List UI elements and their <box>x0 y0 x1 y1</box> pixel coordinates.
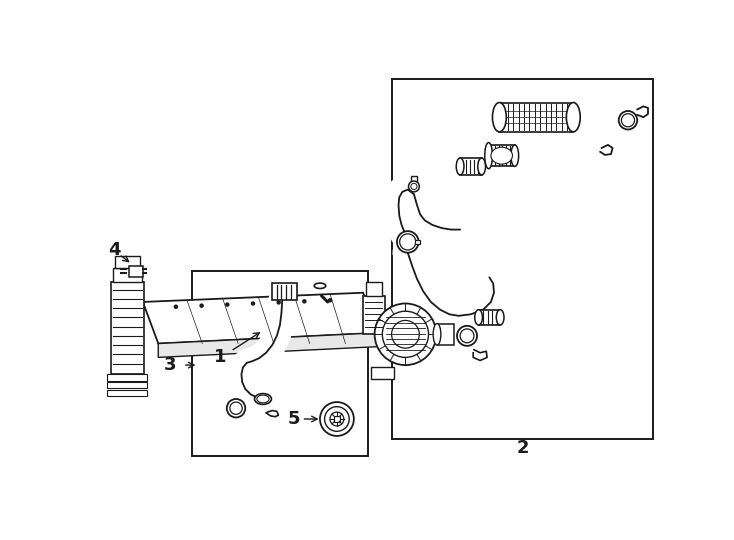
Ellipse shape <box>475 309 482 325</box>
Text: 5: 5 <box>288 410 300 428</box>
Ellipse shape <box>433 323 441 345</box>
Ellipse shape <box>622 114 634 127</box>
Text: 4: 4 <box>108 241 120 259</box>
Ellipse shape <box>257 395 269 403</box>
Ellipse shape <box>478 158 485 175</box>
Bar <box>115 256 139 268</box>
Bar <box>489 145 515 166</box>
Bar <box>107 374 148 381</box>
Bar <box>415 240 420 244</box>
Circle shape <box>200 304 203 307</box>
Circle shape <box>175 305 178 308</box>
Circle shape <box>324 407 349 431</box>
Bar <box>366 282 382 296</box>
Text: 3: 3 <box>164 356 177 374</box>
Circle shape <box>303 300 306 303</box>
Bar <box>192 271 368 456</box>
Bar <box>393 79 653 439</box>
Bar <box>499 103 573 132</box>
Bar <box>460 158 482 175</box>
Bar <box>437 323 454 345</box>
Circle shape <box>330 412 344 426</box>
Circle shape <box>409 181 419 192</box>
Ellipse shape <box>619 111 637 130</box>
Bar <box>371 367 394 379</box>
Ellipse shape <box>314 283 326 288</box>
Polygon shape <box>159 333 379 357</box>
Circle shape <box>329 299 332 302</box>
Bar <box>479 309 500 325</box>
Bar <box>113 268 142 282</box>
Ellipse shape <box>491 147 512 164</box>
Ellipse shape <box>397 231 418 253</box>
Circle shape <box>226 303 229 306</box>
Bar <box>411 176 417 186</box>
Text: 1: 1 <box>214 348 226 367</box>
Circle shape <box>252 302 255 305</box>
Bar <box>107 382 148 388</box>
Circle shape <box>277 301 280 304</box>
Bar <box>129 266 143 276</box>
Polygon shape <box>143 293 379 343</box>
Ellipse shape <box>399 234 416 250</box>
Bar <box>107 390 148 396</box>
Ellipse shape <box>496 309 504 325</box>
Circle shape <box>382 311 429 357</box>
Circle shape <box>374 303 436 365</box>
Ellipse shape <box>567 103 580 132</box>
Bar <box>334 416 340 422</box>
Ellipse shape <box>484 143 493 168</box>
Ellipse shape <box>255 394 272 404</box>
Ellipse shape <box>493 103 506 132</box>
Bar <box>363 296 385 334</box>
Circle shape <box>320 402 354 436</box>
Text: 2: 2 <box>516 439 528 457</box>
Ellipse shape <box>457 158 464 175</box>
Circle shape <box>391 320 419 348</box>
Bar <box>111 282 145 374</box>
Ellipse shape <box>227 399 245 417</box>
Circle shape <box>411 184 417 190</box>
Bar <box>272 284 297 300</box>
Ellipse shape <box>230 402 242 414</box>
Ellipse shape <box>460 329 474 343</box>
Ellipse shape <box>511 145 519 166</box>
Ellipse shape <box>457 326 477 346</box>
